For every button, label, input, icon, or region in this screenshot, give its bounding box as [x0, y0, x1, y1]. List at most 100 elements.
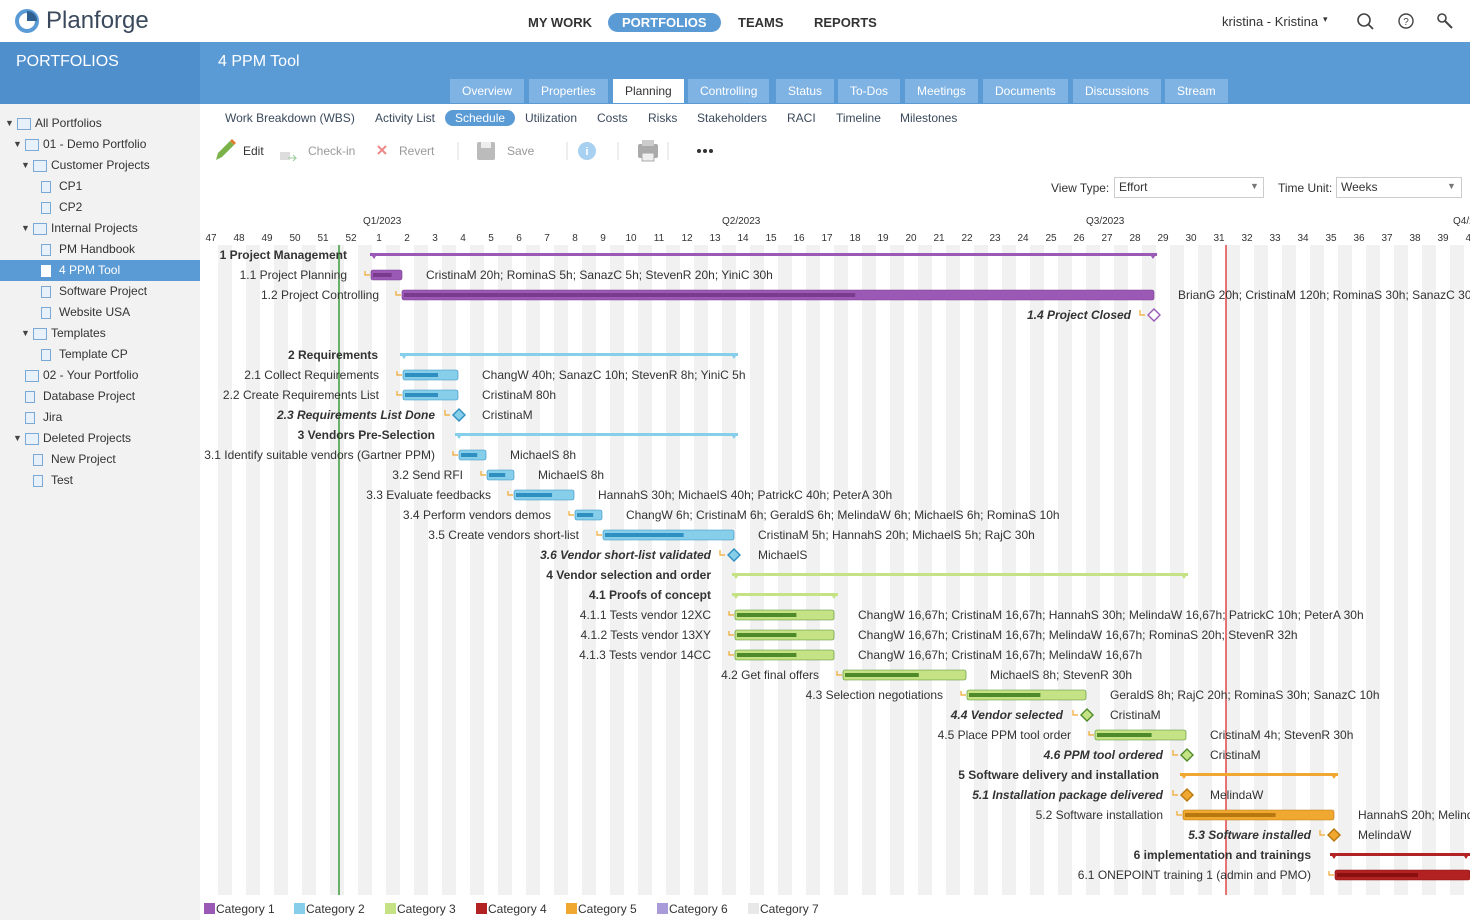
tree-item[interactable]: Customer Projects — [51, 158, 150, 172]
tree-toggle: ▼ — [21, 223, 30, 233]
task-name: 4.1.3 Tests vendor 14CC — [579, 648, 711, 662]
subtab[interactable]: Work Breakdown (WBS) — [225, 111, 355, 125]
milestone — [727, 548, 741, 562]
tree-item[interactable]: Jira — [43, 410, 63, 424]
tree-toggle: ▼ — [21, 160, 30, 170]
task-progress — [577, 513, 594, 517]
tree-item[interactable]: All Portfolios — [35, 116, 102, 130]
week-label: 9 — [600, 233, 606, 244]
week-label: 33 — [1269, 233, 1281, 244]
week-label: 8 — [572, 233, 578, 244]
toolbar-button[interactable]: Check-in — [308, 144, 356, 158]
week-stripe — [1338, 245, 1352, 895]
week-stripe — [1198, 245, 1212, 895]
tree-icon — [41, 265, 51, 277]
task-progress — [405, 393, 438, 397]
tree-item[interactable]: 4 PPM Tool — [59, 263, 121, 277]
legend-swatch — [385, 903, 396, 914]
task-name: 3 Vendors Pre-Selection — [298, 428, 435, 442]
quarter-label: Q3/2023 — [1086, 216, 1125, 227]
week-stripe — [526, 245, 540, 895]
tree-item[interactable]: Templates — [51, 326, 106, 340]
week-label: 14 — [737, 233, 749, 244]
sidebar-title: PORTFOLIOS — [16, 53, 119, 70]
task-resources: ChangW 16,67h; CristinaM 16,67h; Melinda… — [858, 628, 1298, 642]
tab[interactable]: Properties — [529, 79, 608, 103]
week-label: 15 — [765, 233, 777, 244]
subtab[interactable]: Timeline — [836, 111, 881, 125]
subtab[interactable]: Milestones — [900, 111, 958, 125]
time-unit-select[interactable]: Weeks — [1336, 177, 1462, 198]
week-label: 19 — [877, 233, 889, 244]
tab[interactable]: To-Dos — [838, 79, 901, 103]
tree-item[interactable]: Deleted Projects — [43, 431, 132, 445]
tree-item[interactable]: Test — [51, 473, 74, 487]
summary-bar — [370, 253, 1157, 256]
tree-item[interactable]: New Project — [51, 452, 116, 466]
subtab[interactable]: Costs — [597, 111, 628, 125]
week-label: 49 — [261, 233, 273, 244]
user-menu[interactable]: kristina - Kristina — [1222, 14, 1319, 29]
week-stripe — [330, 245, 344, 895]
task-name: 3.5 Create vendors short-list — [428, 528, 579, 542]
nav-item[interactable]: PORTFOLIOS — [608, 13, 721, 32]
toolbar-button[interactable]: Revert — [399, 144, 435, 158]
week-stripe — [386, 245, 400, 895]
tree-item[interactable]: Website USA — [59, 305, 131, 319]
subtab[interactable]: Risks — [648, 111, 678, 125]
quarter-label: Q4/2023 — [1453, 216, 1470, 227]
legend-swatch — [566, 903, 577, 914]
tree-item[interactable]: CP1 — [59, 179, 83, 193]
tree-icon — [25, 433, 39, 445]
task-resources: MelindaW — [1210, 788, 1264, 802]
week-stripe — [246, 245, 260, 895]
week-stripe — [1394, 245, 1408, 895]
tree-item[interactable]: PM Handbook — [59, 242, 136, 256]
tab[interactable]: Status — [776, 79, 835, 103]
summary-bar — [1180, 773, 1338, 776]
subtab[interactable]: RACI — [787, 111, 816, 125]
tab[interactable]: Overview — [450, 79, 525, 103]
view-type-select[interactable]: Effort — [1114, 177, 1264, 198]
toolbar-button[interactable]: Save — [507, 144, 535, 158]
tree-icon — [41, 307, 51, 319]
svg-text:i: i — [585, 146, 588, 158]
tab[interactable]: Meetings — [905, 79, 978, 103]
tab[interactable]: Planning — [613, 79, 684, 103]
task-progress — [737, 613, 797, 617]
tree-item[interactable]: Software Project — [59, 284, 148, 298]
toolbar-button[interactable]: Edit — [243, 144, 264, 158]
dependency-arrow — [596, 531, 602, 536]
week-stripe — [1058, 245, 1072, 895]
task-progress — [605, 533, 684, 537]
tree-icon — [33, 160, 47, 172]
tree-item[interactable]: CP2 — [59, 200, 83, 214]
summary-bar — [455, 433, 738, 436]
subtab[interactable]: Activity List — [375, 111, 436, 125]
tree-item[interactable]: 01 - Demo Portfolio — [43, 137, 147, 151]
task-name: 5.3 Software installed — [1188, 828, 1311, 842]
week-stripe — [722, 245, 736, 895]
task-name: 3.2 Send RFI — [392, 468, 463, 482]
tree-item[interactable]: Template CP — [59, 347, 128, 361]
subtab[interactable]: Schedule — [445, 110, 516, 126]
tree-icon — [33, 223, 47, 235]
week-label: 18 — [849, 233, 861, 244]
tab[interactable]: Controlling — [688, 79, 770, 103]
tree-item[interactable]: 02 - Your Portfolio — [43, 368, 139, 382]
nav-item[interactable]: MY WORK — [528, 15, 593, 30]
tree-item[interactable]: Database Project — [43, 389, 136, 403]
subtab[interactable]: Stakeholders — [697, 111, 768, 125]
week-label: 50 — [289, 233, 301, 244]
tab[interactable]: Documents — [983, 79, 1068, 103]
tab[interactable]: Discussions — [1073, 79, 1162, 103]
subtab[interactable]: Utilization — [525, 111, 578, 125]
task-progress — [373, 273, 392, 277]
week-stripe — [1002, 245, 1016, 895]
tree-icon — [33, 475, 43, 487]
nav-item[interactable]: REPORTS — [814, 15, 877, 30]
task-progress — [969, 693, 1041, 697]
tree-item[interactable]: Internal Projects — [51, 221, 138, 235]
tab[interactable]: Stream — [1165, 79, 1228, 103]
nav-item[interactable]: TEAMS — [738, 15, 784, 30]
